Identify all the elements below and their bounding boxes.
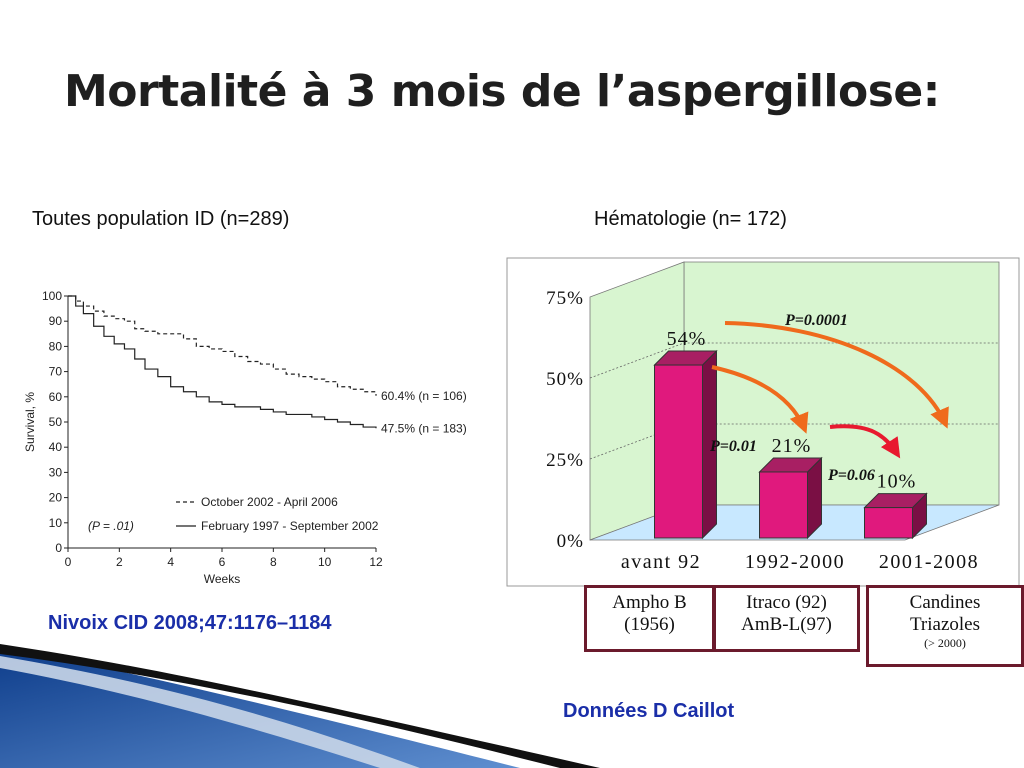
significance-arrow <box>829 424 901 459</box>
survival-x-tick-label: 2 <box>116 555 123 569</box>
bar-chart-y-tick-label: 0% <box>557 531 584 552</box>
survival-y-tick-label: 40 <box>49 440 63 454</box>
era-box-candines: Candines Triazoles (> 2000) <box>866 585 1024 667</box>
significance-arrow <box>711 365 809 434</box>
survival-series-line <box>68 295 377 396</box>
era-box-itraco: Itraco (92) AmB-L(97) <box>713 585 860 652</box>
survival-y-tick-label: 20 <box>49 491 63 505</box>
survival-y-tick-label: 70 <box>49 365 63 379</box>
subtitle-hematology: Hématologie (n= 172) <box>594 208 787 230</box>
bar <box>759 471 808 539</box>
survival-x-tick-label: 8 <box>270 555 277 569</box>
survival-legend-label: October 2002 - April 2006 <box>201 495 338 509</box>
bar-category-label: 1992-2000 <box>745 551 845 573</box>
survival-y-tick-label: 100 <box>42 289 62 303</box>
survival-y-tick-label: 0 <box>55 541 62 555</box>
survival-x-tick-label: 12 <box>369 555 383 569</box>
survival-y-tick-label: 50 <box>49 415 63 429</box>
era-line: AmB-L(97) <box>741 614 832 635</box>
era-line: Itraco (92) <box>746 592 827 613</box>
era-box-ampho-b: Ampho B (1956) <box>584 585 715 652</box>
era-line: Triazoles <box>909 614 981 635</box>
significance-p-label: P=0.0001 <box>784 312 848 329</box>
slide-title: Mortalité à 3 mois de l’aspergillose: <box>64 66 940 117</box>
survival-legend-label: February 1997 - September 2002 <box>201 519 379 533</box>
significance-arrow <box>724 321 949 429</box>
bar-chart-y-tick-label: 25% <box>546 450 584 471</box>
bar <box>654 364 703 539</box>
survival-p-value: (P = .01) <box>88 519 134 533</box>
survival-x-axis-label: Weeks <box>204 572 240 586</box>
survival-y-axis-label: Survival, % <box>23 392 37 452</box>
era-line: Ampho B <box>612 592 687 613</box>
decorative-swoosh <box>0 644 600 768</box>
survival-chart: 0 10 20 30 40 50 60 70 80 90 100 0 2 4 6 8 10 12 Weeks Surv… <box>23 289 467 586</box>
bar <box>864 507 913 539</box>
significance-p-label: P=0.06 <box>827 467 875 484</box>
survival-x-tick-label: 6 <box>219 555 226 569</box>
bar-value-label: 54% <box>667 328 707 350</box>
survival-y-tick-label: 80 <box>49 339 63 353</box>
era-line: Candines <box>909 592 981 613</box>
bar-category-label: avant 92 <box>621 551 701 573</box>
survival-series-end-label: 60.4% (n = 106) <box>381 389 467 403</box>
bar-chart-gridline <box>589 342 999 379</box>
survival-y-tick-label: 10 <box>49 516 63 530</box>
data-credit: Données D Caillot <box>563 700 735 722</box>
bar-category-label: 2001-2008 <box>879 551 979 573</box>
survival-y-tick-label: 30 <box>49 465 63 479</box>
survival-series-line <box>68 295 377 429</box>
mortality-bar-chart: 0% 25% 50% 75% 54% 21% 10% avant 92 1992-2000 200… <box>506 257 1020 587</box>
subtitle-all-population: Toutes population ID (n=289) <box>32 208 290 230</box>
survival-x-tick-label: 10 <box>318 555 332 569</box>
survival-y-tick-label: 90 <box>49 314 63 328</box>
citation: Nivoix CID 2008;47:1176–1184 <box>48 612 332 634</box>
bar-value-label: 21% <box>772 435 812 457</box>
era-line: (1956) <box>624 614 675 635</box>
survival-x-tick-label: 4 <box>167 555 174 569</box>
survival-x-tick-label: 0 <box>65 555 72 569</box>
survival-series-end-label: 47.5% (n = 183) <box>381 421 467 435</box>
era-line-small: (> 2000) <box>924 636 966 650</box>
bar-chart-y-tick-label: 75% <box>546 288 584 309</box>
survival-y-tick-label: 60 <box>49 390 63 404</box>
significance-p-label: P=0.01 <box>709 438 757 455</box>
bar-chart-y-tick-label: 50% <box>546 369 584 390</box>
bar-value-label: 10% <box>877 471 917 493</box>
